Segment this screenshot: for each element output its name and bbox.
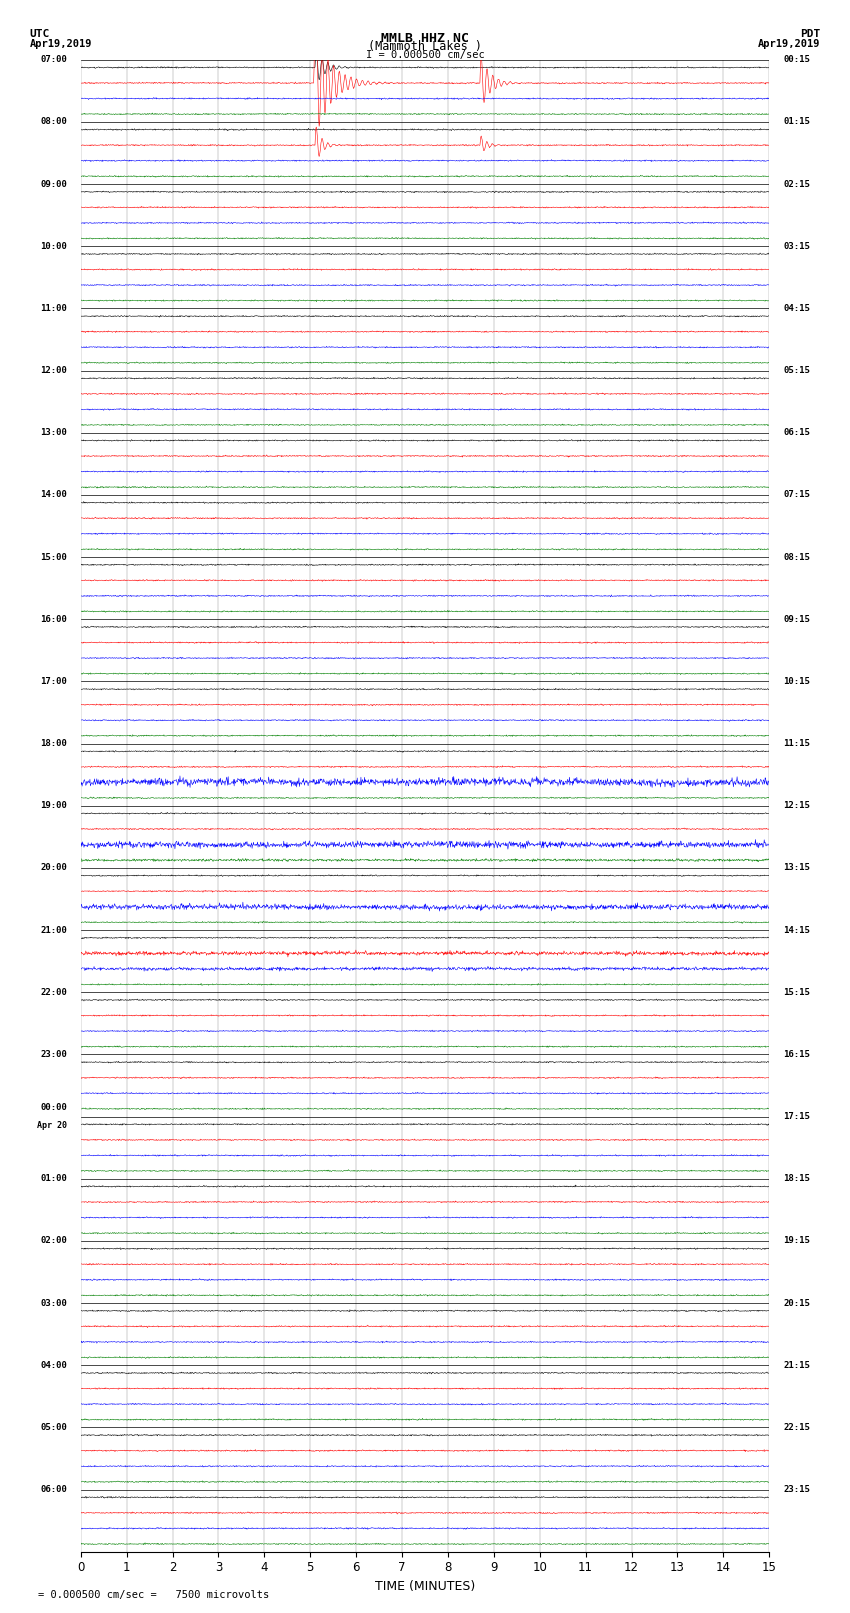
Text: 08:15: 08:15 xyxy=(783,553,810,561)
Text: 12:15: 12:15 xyxy=(783,802,810,810)
Text: (Mammoth Lakes ): (Mammoth Lakes ) xyxy=(368,40,482,53)
Text: 14:15: 14:15 xyxy=(783,926,810,934)
Text: 02:15: 02:15 xyxy=(783,179,810,189)
Text: 07:15: 07:15 xyxy=(783,490,810,500)
Text: 23:00: 23:00 xyxy=(40,1050,67,1058)
Text: 21:00: 21:00 xyxy=(40,926,67,934)
Text: I = 0.000500 cm/sec: I = 0.000500 cm/sec xyxy=(366,50,484,60)
Text: 20:15: 20:15 xyxy=(783,1298,810,1308)
Text: 09:15: 09:15 xyxy=(783,615,810,624)
Text: 01:00: 01:00 xyxy=(40,1174,67,1184)
Text: UTC: UTC xyxy=(30,29,50,39)
Text: Apr 20: Apr 20 xyxy=(37,1121,67,1131)
Text: 06:00: 06:00 xyxy=(40,1486,67,1494)
Text: 02:00: 02:00 xyxy=(40,1237,67,1245)
Text: 14:00: 14:00 xyxy=(40,490,67,500)
Text: 16:15: 16:15 xyxy=(783,1050,810,1058)
Text: Apr19,2019: Apr19,2019 xyxy=(30,39,93,48)
Text: 22:00: 22:00 xyxy=(40,987,67,997)
Text: MMLB HHZ NC: MMLB HHZ NC xyxy=(381,32,469,45)
Text: 13:00: 13:00 xyxy=(40,427,67,437)
Text: 05:00: 05:00 xyxy=(40,1423,67,1432)
Text: 15:00: 15:00 xyxy=(40,553,67,561)
Text: 04:15: 04:15 xyxy=(783,303,810,313)
Text: 11:15: 11:15 xyxy=(783,739,810,748)
Text: 22:15: 22:15 xyxy=(783,1423,810,1432)
Text: 23:15: 23:15 xyxy=(783,1486,810,1494)
Text: 08:00: 08:00 xyxy=(40,118,67,126)
Text: 18:00: 18:00 xyxy=(40,739,67,748)
Text: 06:15: 06:15 xyxy=(783,427,810,437)
Text: 04:00: 04:00 xyxy=(40,1361,67,1369)
Text: 00:00: 00:00 xyxy=(40,1103,67,1111)
Text: 09:00: 09:00 xyxy=(40,179,67,189)
Text: 10:15: 10:15 xyxy=(783,677,810,686)
Text: 18:15: 18:15 xyxy=(783,1174,810,1184)
Text: 10:00: 10:00 xyxy=(40,242,67,250)
Text: 17:00: 17:00 xyxy=(40,677,67,686)
Text: 00:15: 00:15 xyxy=(783,55,810,65)
Text: 01:15: 01:15 xyxy=(783,118,810,126)
Text: 16:00: 16:00 xyxy=(40,615,67,624)
Text: Apr19,2019: Apr19,2019 xyxy=(757,39,820,48)
Text: 13:15: 13:15 xyxy=(783,863,810,873)
Text: = 0.000500 cm/sec =   7500 microvolts: = 0.000500 cm/sec = 7500 microvolts xyxy=(13,1590,269,1600)
X-axis label: TIME (MINUTES): TIME (MINUTES) xyxy=(375,1581,475,1594)
Text: 19:15: 19:15 xyxy=(783,1237,810,1245)
Text: 11:00: 11:00 xyxy=(40,303,67,313)
Text: PDT: PDT xyxy=(800,29,820,39)
Text: 19:00: 19:00 xyxy=(40,802,67,810)
Text: 05:15: 05:15 xyxy=(783,366,810,374)
Text: 21:15: 21:15 xyxy=(783,1361,810,1369)
Text: 07:00: 07:00 xyxy=(40,55,67,65)
Text: 12:00: 12:00 xyxy=(40,366,67,374)
Text: 03:00: 03:00 xyxy=(40,1298,67,1308)
Text: 17:15: 17:15 xyxy=(783,1111,810,1121)
Text: 20:00: 20:00 xyxy=(40,863,67,873)
Text: 03:15: 03:15 xyxy=(783,242,810,250)
Text: 15:15: 15:15 xyxy=(783,987,810,997)
